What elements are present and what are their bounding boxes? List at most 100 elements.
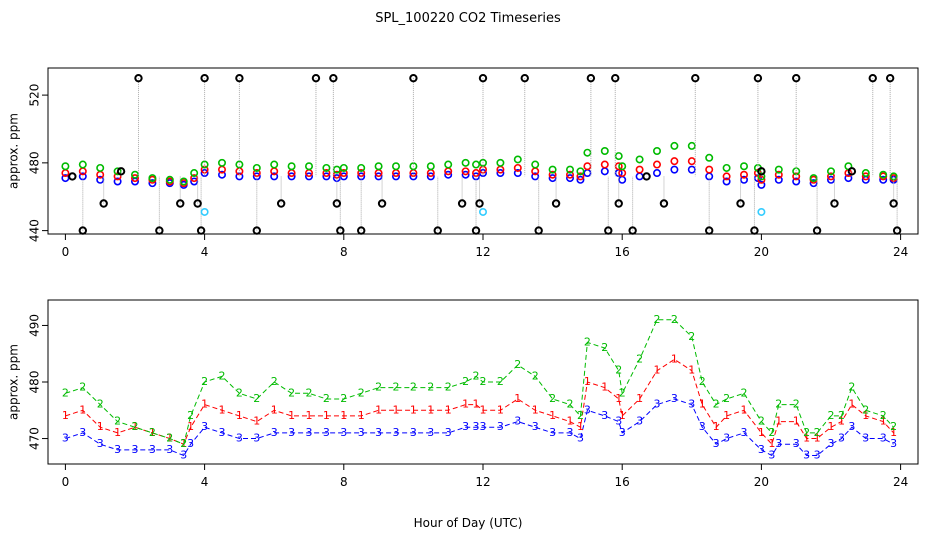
data-point: 3 (615, 415, 622, 428)
data-point: 2 (340, 392, 347, 405)
data-point: 2 (79, 381, 86, 394)
data-point (583, 162, 592, 171)
data-point (374, 172, 383, 181)
data-point (444, 170, 453, 179)
data-point: 3 (636, 415, 643, 428)
x-tick-label: 16 (615, 245, 630, 259)
data-point: 3 (497, 420, 504, 433)
y-tick-label: 520 (28, 84, 42, 107)
data-point (78, 226, 88, 235)
data-point (276, 199, 286, 208)
data-point: 2 (201, 375, 208, 388)
data-point (826, 172, 835, 181)
data-point: 3 (114, 443, 121, 456)
data-point (705, 226, 714, 235)
data-point (68, 172, 77, 181)
data-point (134, 73, 143, 83)
data-point (739, 170, 748, 179)
data-point (461, 167, 470, 176)
data-point (426, 162, 435, 171)
data-point: 1 (699, 398, 706, 411)
data-point (78, 160, 87, 169)
data-point (96, 163, 105, 172)
data-point (548, 174, 557, 183)
data-point (830, 199, 839, 208)
data-point: 2 (271, 375, 278, 388)
x-axis-title: Hour of Day (UTC) (414, 516, 523, 530)
data-point: 2 (814, 426, 821, 439)
data-point: 2 (803, 426, 810, 439)
data-point: 3 (149, 443, 156, 456)
data-point: 1 (358, 409, 365, 422)
x-tick-label: 24 (893, 245, 908, 259)
data-point (461, 158, 470, 167)
data-point: 2 (473, 369, 480, 382)
data-point (200, 73, 209, 83)
data-point: 1 (375, 403, 382, 416)
data-point (270, 172, 279, 181)
data-point: 2 (838, 409, 845, 422)
data-point: 1 (236, 409, 243, 422)
data-point (722, 163, 731, 172)
data-point (642, 172, 651, 181)
data-point: 3 (793, 437, 800, 450)
data-point (670, 165, 679, 174)
data-point (332, 165, 341, 174)
data-point (409, 172, 418, 181)
data-point (792, 73, 801, 83)
data-point (472, 169, 481, 178)
data-point: 2 (97, 398, 104, 411)
data-point: 2 (671, 313, 678, 326)
data-point (879, 170, 888, 179)
data-point (576, 175, 585, 184)
data-point: 3 (201, 420, 208, 433)
data-point: 3 (688, 398, 695, 411)
data-point: 1 (567, 415, 574, 428)
data-point (583, 169, 592, 178)
data-point: 2 (880, 409, 887, 422)
data-point: 2 (699, 375, 706, 388)
data-point (889, 199, 898, 208)
x-tick-label: 0 (62, 475, 70, 489)
x-tick-label: 12 (475, 245, 490, 259)
data-point (614, 199, 623, 208)
data-point (757, 207, 766, 216)
data-point: 2 (219, 369, 226, 382)
data-point (457, 199, 467, 208)
data-point: 1 (814, 432, 821, 445)
data-point (583, 148, 592, 157)
data-point: 1 (532, 403, 539, 416)
series-series2 (61, 157, 898, 188)
data-point: 2 (236, 386, 243, 399)
data-point: 1 (393, 403, 400, 416)
data-point: 2 (758, 415, 765, 428)
data-point: 1 (636, 392, 643, 405)
y-axis-title: approx. ppm (7, 113, 21, 189)
data-point: 2 (890, 420, 897, 433)
data-point: 2 (514, 358, 521, 371)
data-point (196, 226, 206, 235)
data-point: 1 (890, 426, 897, 439)
x-tick-label: 12 (475, 475, 490, 489)
data-point: 2 (688, 330, 695, 343)
data-point (496, 158, 505, 167)
data-point (722, 172, 731, 181)
data-point (600, 147, 609, 156)
data-point (409, 73, 418, 83)
data-point: 2 (584, 335, 591, 348)
x-tick-label: 20 (754, 245, 769, 259)
data-point (332, 199, 342, 208)
data-point (705, 153, 714, 162)
data-point (235, 73, 244, 83)
data-point (565, 165, 574, 174)
data-point: 3 (828, 437, 835, 450)
data-point (670, 157, 679, 166)
data-point (774, 170, 783, 179)
data-point (879, 175, 888, 184)
x-tick-label: 4 (201, 475, 209, 489)
y-tick-label: 470 (28, 427, 42, 450)
data-point (287, 172, 296, 181)
data-point (218, 158, 227, 167)
